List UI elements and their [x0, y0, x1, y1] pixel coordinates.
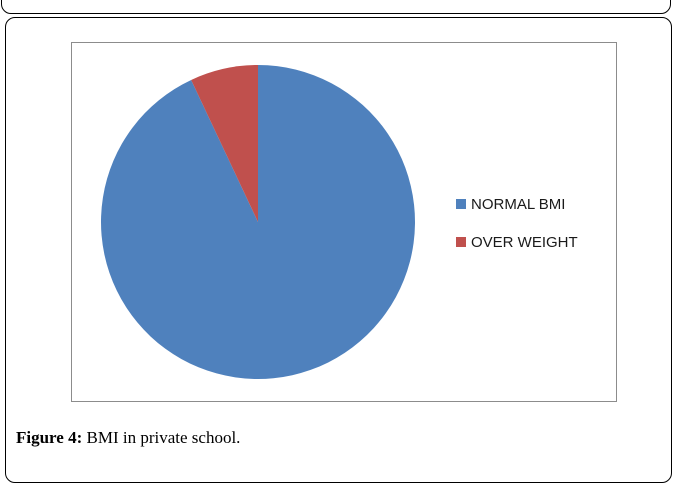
figure-container	[5, 17, 672, 483]
legend-label: OVER WEIGHT	[471, 234, 578, 251]
pie-slice-over-weight	[191, 65, 258, 222]
caption-text: BMI in private school.	[86, 428, 241, 447]
caption-label: Figure 4:	[16, 428, 83, 447]
legend-swatch	[456, 237, 466, 247]
legend-swatch	[456, 199, 466, 209]
figure-caption: Figure 4: BMI in private school.	[16, 428, 240, 448]
previous-figure-frame	[1, 0, 671, 14]
legend-label: NORMAL BMI	[471, 196, 565, 213]
pie-chart: NORMAL BMI OVER WEIGHT	[100, 65, 578, 379]
chart-area: NORMAL BMI OVER WEIGHT	[71, 42, 617, 402]
pie-slice-normal-bmi	[100, 65, 415, 379]
